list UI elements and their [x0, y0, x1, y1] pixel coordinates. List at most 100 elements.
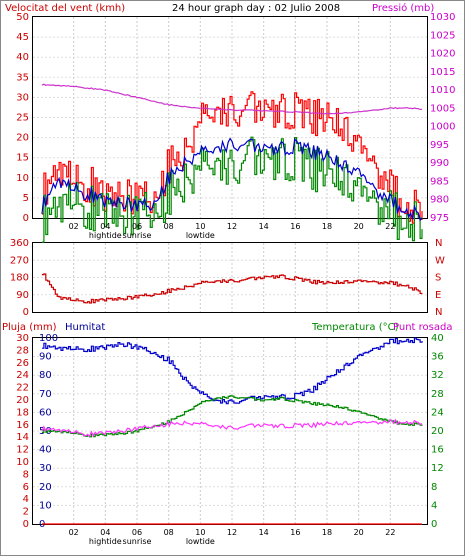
rain-tick-label: 14	[16, 432, 29, 443]
y-tick-label: 40	[16, 52, 29, 63]
x-tick-label: 10	[195, 222, 205, 231]
y2-tick-label: 1015	[430, 67, 455, 78]
x-tick-label: 20	[354, 528, 364, 537]
y-tick-label: 0	[23, 213, 29, 224]
temperature-tick-label: 16	[431, 445, 444, 456]
temperature-tick-label: 28	[431, 389, 444, 400]
pressure-axis-label: Pressió (mb)	[372, 2, 434, 14]
chart-title: 24 hour graph day : 02 Julio 2008	[172, 3, 340, 14]
x-tick-label: 06	[132, 528, 142, 537]
x-tick-label: 04	[100, 528, 110, 537]
y-tick-label: 50	[16, 12, 29, 23]
y-tick-label: 180	[10, 273, 29, 284]
rain-tick-label: 18	[16, 407, 29, 418]
humidity-tick-label: 30	[39, 463, 52, 474]
direction-tick-label: N	[435, 307, 442, 318]
y-tick-label: 20	[16, 133, 29, 144]
series-line-wind-min	[42, 136, 423, 243]
direction-tick-label: E	[435, 290, 441, 301]
y-tick-label: 10	[16, 173, 29, 184]
wind-axis-label: Velocitat del vent (kmh)	[5, 3, 125, 14]
humidity-tick-label: 20	[39, 482, 52, 493]
rain-tick-label: 2	[23, 507, 29, 518]
rain-tick-label: 24	[16, 370, 29, 381]
rain-tick-label: 26	[16, 358, 29, 369]
humidity-axis-label: Humitat	[65, 322, 105, 333]
x-tick-label: 18	[322, 222, 332, 231]
temperature-tick-label: 4	[431, 500, 437, 511]
temperature-tick-label: 40	[431, 333, 444, 344]
temperature-tick-label: 24	[431, 407, 444, 418]
series-line-temperature	[42, 395, 423, 438]
humidity-tick-label: 10	[39, 500, 52, 511]
y-tick-label: 270	[10, 255, 29, 266]
temperature-tick-label: 12	[431, 463, 444, 474]
temperature-tick-label: 32	[431, 370, 444, 381]
x-tick-label: 14	[259, 222, 269, 231]
y2-tick-label: 985	[430, 176, 449, 187]
rain-tick-label: 20	[16, 395, 29, 406]
x-tick-label: 16	[290, 222, 300, 231]
x-tick-label: 04	[100, 222, 110, 231]
rain-tick-label: 10	[16, 457, 29, 468]
rain-tick-label: 8	[23, 469, 29, 480]
rain-tick-label: 6	[23, 482, 29, 493]
event-label: lowtide	[186, 537, 215, 546]
x-tick-label: 06	[132, 222, 142, 231]
rain-tick-label: 28	[16, 345, 29, 356]
y2-tick-label: 975	[430, 213, 449, 224]
rain-tick-label: 16	[16, 420, 29, 431]
x-tick-label: 20	[354, 222, 364, 231]
dewpoint-axis-label: Punt rosada	[393, 322, 452, 333]
rain-tick-label: 30	[16, 333, 29, 344]
x-tick-label: 22	[385, 222, 395, 231]
series-line-gust	[42, 91, 423, 224]
event-label: hightide	[89, 231, 122, 240]
event-label: sunrise	[123, 537, 152, 546]
temperature-tick-label: 20	[431, 426, 444, 437]
y-tick-label: 90	[16, 290, 29, 301]
y2-tick-label: 1025	[430, 30, 455, 41]
x-tick-label: 16	[290, 528, 300, 537]
x-tick-label: 02	[69, 222, 79, 231]
y-tick-label: 15	[16, 153, 29, 164]
direction-tick-label: N	[435, 238, 442, 249]
x-tick-label: 18	[322, 528, 332, 537]
rain-tick-label: 0	[23, 519, 29, 530]
humidity-tick-label: 100	[39, 333, 58, 344]
y2-tick-label: 980	[430, 195, 449, 206]
y2-tick-label: 1000	[430, 122, 455, 133]
y-tick-label: 0	[23, 307, 29, 318]
series-line-direction	[42, 273, 423, 304]
x-tick-label: 12	[227, 222, 237, 231]
temperature-tick-label: 0	[431, 519, 437, 530]
temperature-tick-label: 8	[431, 482, 437, 493]
y2-tick-label: 1010	[430, 85, 455, 96]
series-line-wind-avg	[41, 137, 423, 222]
series-line-pressure	[41, 83, 423, 115]
y-tick-label: 5	[23, 193, 29, 204]
humidity-tick-label: 60	[39, 407, 52, 418]
x-tick-label: 08	[164, 528, 174, 537]
x-tick-label: 10	[195, 528, 205, 537]
humidity-tick-label: 90	[39, 352, 52, 363]
y-tick-label: 360	[10, 238, 29, 249]
rain-axis-label: Pluja (mm)	[2, 322, 57, 333]
event-label: lowtide	[186, 231, 215, 240]
humidity-tick-label: 70	[39, 389, 52, 400]
temperature-axis-label: Temperatura (°C)	[311, 322, 399, 333]
x-tick-label: 12	[227, 528, 237, 537]
y-tick-label: 30	[16, 92, 29, 103]
y-tick-label: 35	[16, 72, 29, 83]
temperature-tick-label: 36	[431, 352, 444, 363]
direction-tick-label: S	[435, 273, 441, 284]
x-tick-label: 02	[69, 528, 79, 537]
direction-tick-label: W	[435, 255, 445, 266]
y2-tick-label: 1030	[430, 12, 455, 23]
y2-tick-label: 1005	[430, 103, 455, 114]
event-label: hightide	[89, 537, 122, 546]
y2-tick-label: 990	[430, 158, 449, 169]
y2-tick-label: 1020	[430, 49, 455, 60]
series-line-dewpoint	[41, 418, 423, 438]
